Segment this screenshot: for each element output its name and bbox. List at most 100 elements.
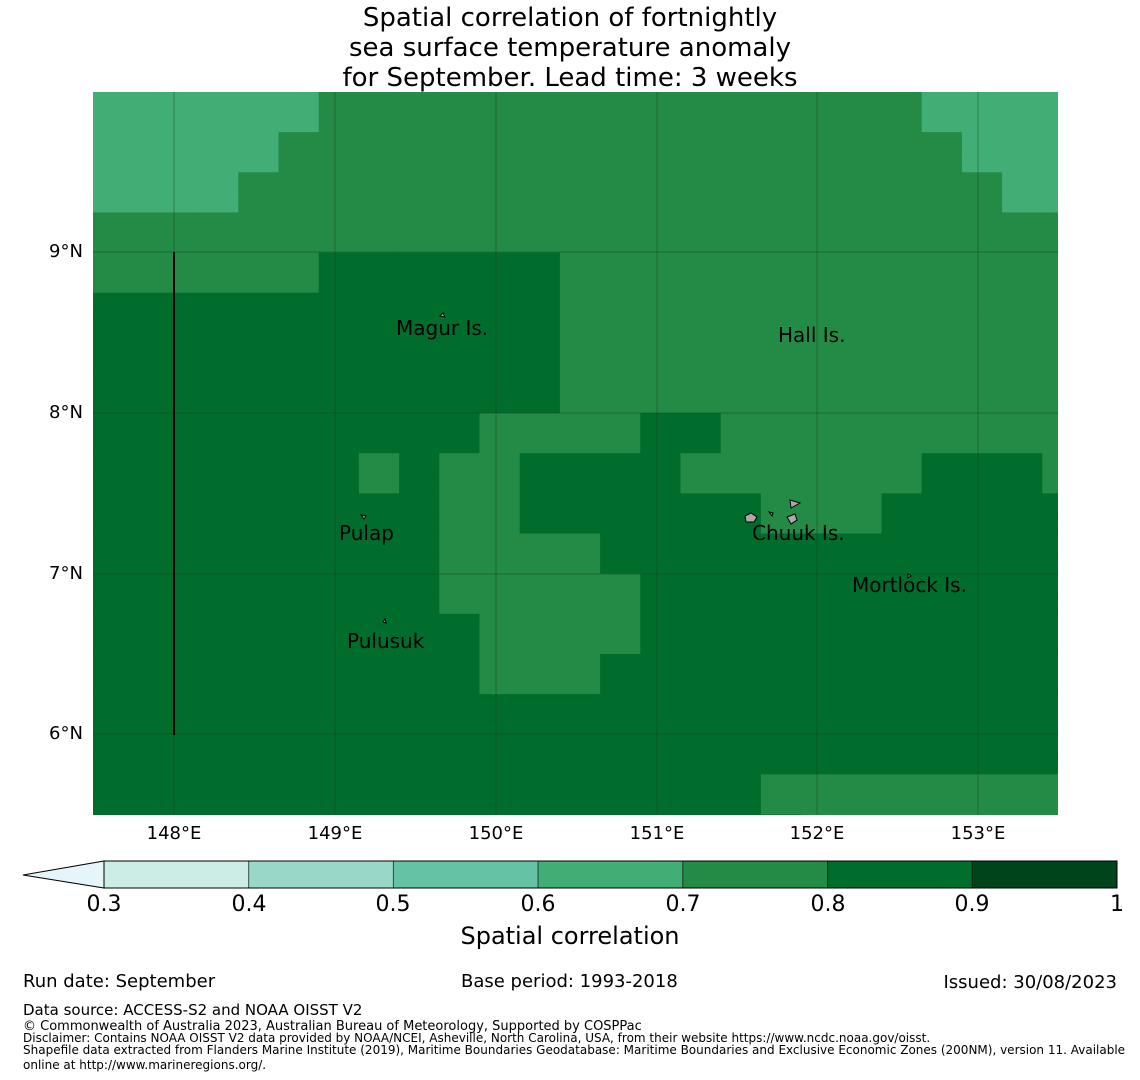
map-cell: [358, 694, 400, 715]
map-cell: [1042, 453, 1058, 474]
map-cell: [479, 212, 521, 234]
map-cell: [841, 172, 883, 193]
map-cell: [198, 232, 239, 254]
map-cell: [881, 653, 923, 675]
map-cell: [921, 794, 963, 815]
map-cell: [680, 613, 722, 635]
map-cell: [198, 433, 239, 454]
map-cell: [1042, 714, 1058, 735]
map-cell: [519, 232, 561, 254]
map-cell: [519, 393, 561, 414]
map-cell: [1002, 192, 1043, 214]
island-markers: [359, 312, 912, 624]
pulap-island-marker: [359, 514, 367, 520]
map-cell: [278, 573, 320, 595]
map-cell: [399, 694, 440, 715]
map-cell: [680, 232, 722, 254]
map-cell: [198, 473, 239, 494]
map-cell: [600, 593, 641, 615]
map-cell: [841, 433, 883, 454]
map-cell: [801, 252, 842, 274]
map-cell: [117, 312, 159, 334]
map-cell: [238, 754, 280, 775]
map-cell: [358, 112, 400, 133]
map-cell: [238, 774, 280, 796]
map-cell: [238, 453, 280, 474]
map-cell: [238, 653, 280, 675]
map-cell: [881, 453, 923, 474]
map-cell: [399, 393, 440, 414]
place-mortlock: Mortlock Is.: [852, 573, 967, 597]
map-cell: [93, 714, 119, 735]
map-cell: [961, 694, 1003, 715]
map-cell: [157, 272, 199, 294]
map-cell: [157, 112, 199, 133]
map-cell: [278, 112, 320, 133]
map-cell: [801, 734, 842, 755]
map-cell: [961, 533, 1003, 555]
map-cell: [640, 433, 682, 454]
map-cell: [720, 92, 762, 113]
map-cell: [640, 533, 682, 555]
map-cell: [1002, 352, 1043, 374]
map-cell: [720, 714, 762, 735]
map-cell: [238, 393, 280, 414]
map-cell: [358, 573, 400, 595]
map-cell: [720, 633, 762, 655]
map-cell: [318, 192, 360, 214]
map-cell: [198, 794, 239, 815]
map-cell: [93, 152, 119, 173]
map-cell: [157, 453, 199, 474]
map-cell: [1002, 453, 1043, 474]
map-cell: [358, 754, 400, 775]
map-cell: [1042, 734, 1058, 755]
map-cell: [720, 653, 762, 675]
map-cell: [841, 633, 883, 655]
map-cell: [358, 172, 400, 193]
map-cell: [921, 352, 963, 374]
map-cell: [760, 694, 802, 715]
map-cell: [318, 613, 360, 635]
map-cell: [600, 212, 641, 234]
map-cell: [93, 212, 119, 234]
map-cell: [93, 694, 119, 715]
map-cell: [117, 232, 159, 254]
map-cell: [881, 212, 923, 234]
map-cell: [559, 694, 601, 715]
map-cell: [93, 292, 119, 314]
map-cell: [198, 312, 239, 334]
map-cell: [519, 92, 561, 113]
map-cell: [600, 553, 641, 575]
map-cell: [600, 232, 641, 254]
map-cell: [801, 352, 842, 374]
map-cell: [278, 473, 320, 494]
map-cell: [1042, 513, 1058, 535]
map-cell: [600, 312, 641, 334]
map-cell: [600, 794, 641, 815]
map-cell: [198, 172, 239, 193]
map-cell: [399, 674, 440, 695]
map-cell: [439, 493, 481, 515]
map-cell: [881, 533, 923, 555]
map-cell: [358, 292, 400, 314]
map-cell: [801, 172, 842, 193]
map-cell: [238, 533, 280, 555]
map-cell: [519, 573, 561, 595]
map-cell: [1042, 292, 1058, 314]
map-cell: [157, 152, 199, 173]
map-cell: [801, 272, 842, 294]
map-cell: [519, 332, 561, 354]
map-cell: [1042, 112, 1058, 133]
map-cell: [318, 653, 360, 675]
chuuk-island-marker-4: [767, 511, 774, 518]
map-cell: [881, 312, 923, 334]
map-cell: [640, 694, 682, 715]
map-cell: [278, 453, 320, 474]
map-cell: [1042, 372, 1058, 394]
map-cell: [559, 212, 601, 234]
map-cell: [157, 372, 199, 394]
map-cell: [439, 553, 481, 575]
map-cell: [801, 513, 842, 535]
map-cell: [720, 413, 762, 434]
map-cell: [278, 653, 320, 675]
